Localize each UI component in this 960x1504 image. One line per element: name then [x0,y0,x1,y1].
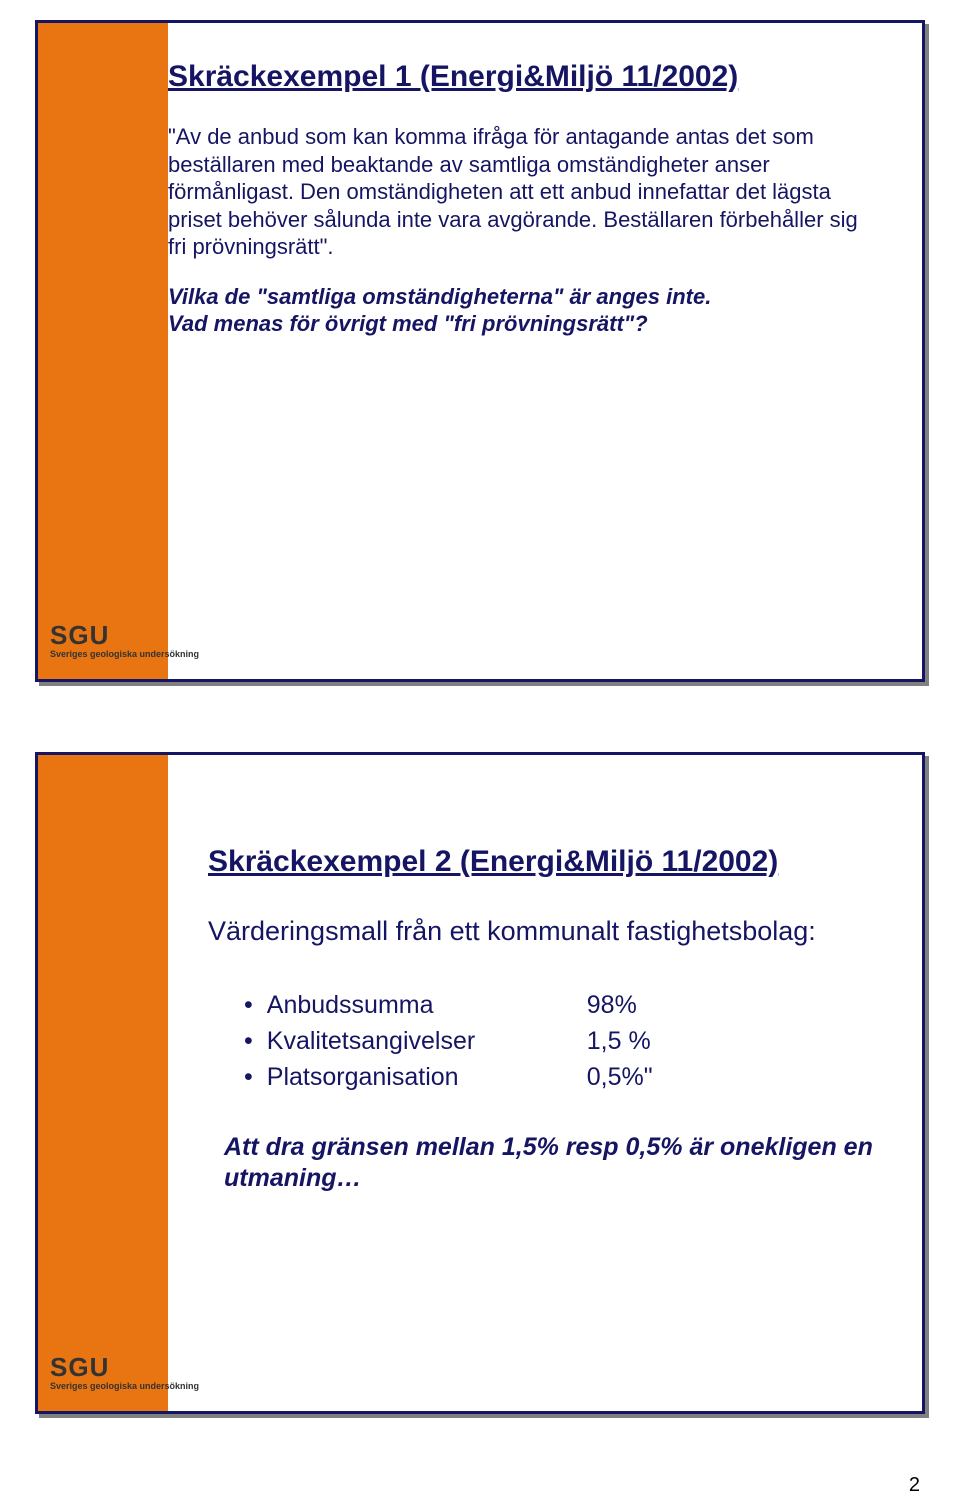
slide-2: Skräckexempel 2 (Energi&Miljö 11/2002) V… [35,752,925,1414]
sgu-brand: SGU Sveriges geologiska undersökning [50,1352,199,1391]
slide-1: Skräckexempel 1 (Energi&Miljö 11/2002) "… [35,20,925,682]
list-item-value: 1,5 % [587,1023,651,1059]
list-item-label: Kvalitetsangivelser [267,1023,587,1059]
list-item: Kvalitetsangivelser 1,5 % [244,1023,892,1059]
list-item-value: 0,5%" [587,1059,653,1095]
list-item: Anbudssumma 98% [244,987,892,1023]
slide-2-title: Skräckexempel 2 (Energi&Miljö 11/2002) [208,845,892,879]
list-item: Platsorganisation 0,5%" [244,1059,892,1095]
slide-1-comment-line-2: Vad menas för övrigt med "fri prövningsr… [168,310,892,338]
sgu-subtitle: Sveriges geologiska undersökning [50,1381,199,1391]
slide-1-title: Skräckexempel 1 (Energi&Miljö 11/2002) [168,59,892,95]
list-item-label: Anbudssumma [267,987,587,1023]
list-item-value: 98% [587,987,637,1023]
slide-1-content: Skräckexempel 1 (Energi&Miljö 11/2002) "… [168,59,892,338]
slide-2-subtitle: Värderingsmall från ett kommunalt fastig… [208,915,892,949]
slide-1-quote: "Av de anbud som kan komma ifråga för an… [168,123,892,261]
slide-sidebar [38,755,168,1411]
slide-sidebar [38,23,168,679]
sgu-logo: SGU [50,1352,199,1383]
sgu-brand: SGU Sveriges geologiska undersökning [50,620,199,659]
list-item-label: Platsorganisation [267,1059,587,1095]
sgu-logo: SGU [50,620,199,651]
slide-1-comment-line-1: Vilka de "samtliga omständigheterna" är … [168,283,892,311]
slide-2-closing: Att dra gränsen mellan 1,5% resp 0,5% är… [224,1132,892,1195]
slide-2-content: Skräckexempel 2 (Energi&Miljö 11/2002) V… [208,845,892,1194]
slide-1-comment: Vilka de "samtliga omständigheterna" är … [168,283,892,338]
slide-2-list: Anbudssumma 98% Kvalitetsangivelser 1,5 … [244,987,892,1096]
sgu-subtitle: Sveriges geologiska undersökning [50,649,199,659]
